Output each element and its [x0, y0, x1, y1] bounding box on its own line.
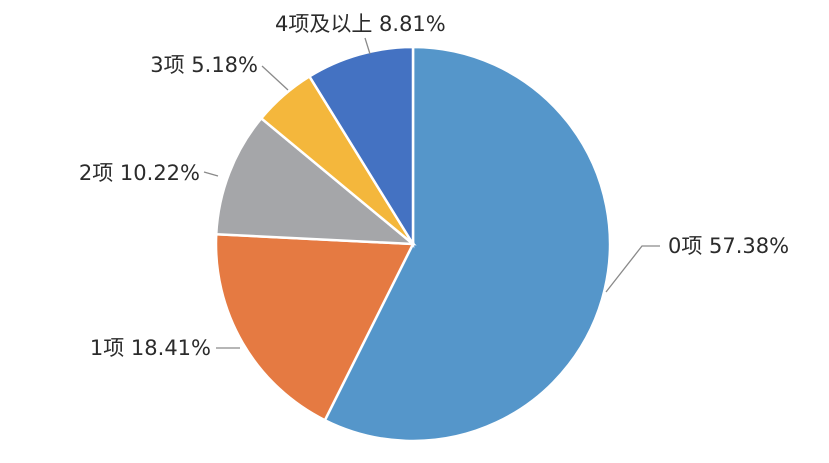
- data-label-3: 3项 5.18%: [150, 53, 258, 77]
- leader-line-4: [364, 37, 371, 55]
- data-labels: 0项 57.38% 1项 18.41% 2项 10.22% 3项 5.18% 4…: [79, 12, 789, 360]
- pie-slice-0: [323, 45, 612, 443]
- leader-lines: [203, 37, 660, 349]
- pie-slice-4: [307, 45, 415, 249]
- leader-line-0: [605, 245, 660, 293]
- data-label-1: 1项 18.41%: [90, 336, 211, 360]
- leader-line-2: [203, 171, 219, 177]
- data-label-2: 2项 10.22%: [79, 161, 200, 185]
- data-label-4: 4项及以上 8.81%: [275, 12, 446, 36]
- leader-line-3: [261, 65, 289, 91]
- pie-slice-1: [214, 232, 415, 422]
- pie-slices: [214, 45, 612, 443]
- data-label-0: 0项 57.38%: [668, 234, 789, 258]
- pie-slice-2: [214, 116, 417, 246]
